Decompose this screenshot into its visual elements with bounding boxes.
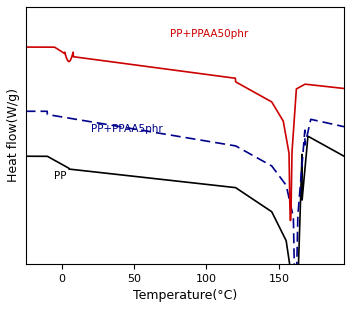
Text: PP+PPAA5phr: PP+PPAA5phr [91,124,163,134]
Text: PP: PP [54,171,67,181]
X-axis label: Temperature(°C): Temperature(°C) [133,289,237,302]
Text: PP+PPAA50phr: PP+PPAA50phr [170,29,249,40]
Y-axis label: Heat flow(W/g): Heat flow(W/g) [7,88,20,182]
